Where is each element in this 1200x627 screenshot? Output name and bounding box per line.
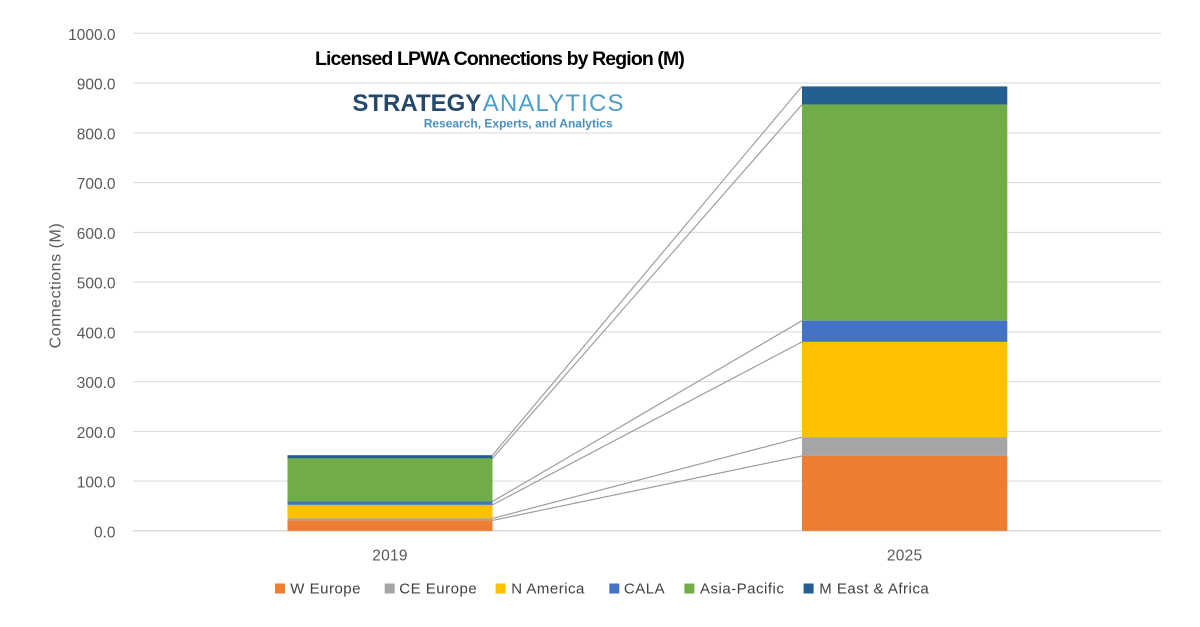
svg-text:CALA: CALA [624,581,665,598]
svg-text:700.0: 700.0 [77,176,116,193]
svg-text:400.0: 400.0 [77,325,116,342]
svg-text:800.0: 800.0 [77,126,116,143]
svg-text:1000.0: 1000.0 [68,27,116,44]
svg-text:500.0: 500.0 [77,276,116,293]
svg-text:900.0: 900.0 [77,77,116,94]
svg-text:M East & Africa: M East & Africa [819,581,929,598]
svg-text:CE Europe: CE Europe [399,581,477,598]
svg-text:ANALYTICS: ANALYTICS [483,90,625,117]
svg-text:600.0: 600.0 [77,226,116,243]
svg-text:Licensed LPWA Connections by R: Licensed LPWA Connections by Region (M) [315,48,684,70]
svg-text:200.0: 200.0 [77,425,116,442]
svg-text:N America: N America [511,581,585,598]
svg-text:0.0: 0.0 [94,524,116,541]
svg-text:W Europe: W Europe [290,581,361,598]
svg-text:Asia-Pacific: Asia-Pacific [700,581,784,598]
svg-text:Connections (M): Connections (M) [48,223,65,349]
svg-text:100.0: 100.0 [77,475,116,492]
svg-text:300.0: 300.0 [77,375,116,392]
svg-text:STRATEGY: STRATEGY [352,90,481,117]
svg-text:2025: 2025 [887,547,922,564]
svg-text:2019: 2019 [372,547,407,564]
svg-text:Research, Experts, and Analyti: Research, Experts, and Analytics [424,117,613,131]
